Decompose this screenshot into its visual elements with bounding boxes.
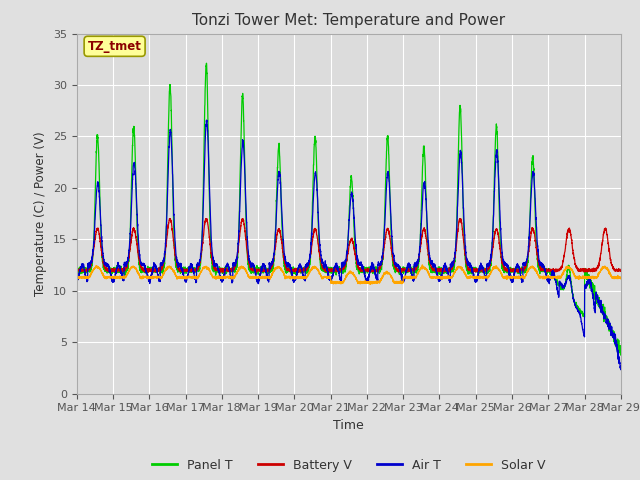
Panel T: [617, 352, 625, 358]
Solar V: [328, 279, 336, 285]
Text: TZ_tmet: TZ_tmet: [88, 40, 141, 53]
Panel T: [73, 264, 81, 270]
Legend: Panel T, Battery V, Air T, Solar V: Panel T, Battery V, Air T, Solar V: [147, 454, 550, 477]
Panel T: [616, 349, 624, 355]
Solar V: [367, 281, 374, 287]
Solar V: [471, 274, 479, 279]
Battery V: [216, 270, 223, 276]
Solar V: [73, 275, 81, 280]
Air T: [502, 260, 509, 266]
Panel T: [617, 346, 625, 352]
Y-axis label: Temperature (C) / Power (V): Temperature (C) / Power (V): [35, 132, 47, 296]
Air T: [441, 261, 449, 266]
Battery V: [171, 249, 179, 255]
Battery V: [73, 268, 81, 274]
Air T: [73, 278, 81, 284]
Title: Tonzi Tower Met: Temperature and Power: Tonzi Tower Met: Temperature and Power: [192, 13, 506, 28]
Battery V: [502, 267, 509, 273]
X-axis label: Time: Time: [333, 419, 364, 432]
Air T: [617, 367, 625, 372]
Panel T: [441, 266, 449, 272]
Panel T: [203, 60, 211, 66]
Battery V: [329, 266, 337, 272]
Solar V: [441, 275, 449, 281]
Line: Battery V: Battery V: [77, 219, 621, 273]
Air T: [203, 117, 211, 123]
Line: Panel T: Panel T: [77, 63, 621, 355]
Battery V: [471, 267, 479, 273]
Air T: [171, 227, 179, 233]
Air T: [471, 276, 479, 282]
Battery V: [166, 216, 173, 222]
Panel T: [171, 246, 179, 252]
Air T: [329, 274, 337, 279]
Solar V: [419, 262, 426, 268]
Line: Solar V: Solar V: [77, 265, 621, 284]
Solar V: [617, 276, 625, 282]
Solar V: [616, 275, 624, 280]
Solar V: [502, 276, 509, 281]
Air T: [617, 365, 625, 371]
Panel T: [329, 267, 337, 273]
Battery V: [441, 268, 449, 274]
Line: Air T: Air T: [77, 120, 621, 370]
Battery V: [616, 268, 624, 274]
Battery V: [617, 266, 625, 272]
Panel T: [471, 265, 479, 271]
Panel T: [502, 265, 509, 271]
Solar V: [171, 271, 179, 277]
Air T: [616, 365, 624, 371]
